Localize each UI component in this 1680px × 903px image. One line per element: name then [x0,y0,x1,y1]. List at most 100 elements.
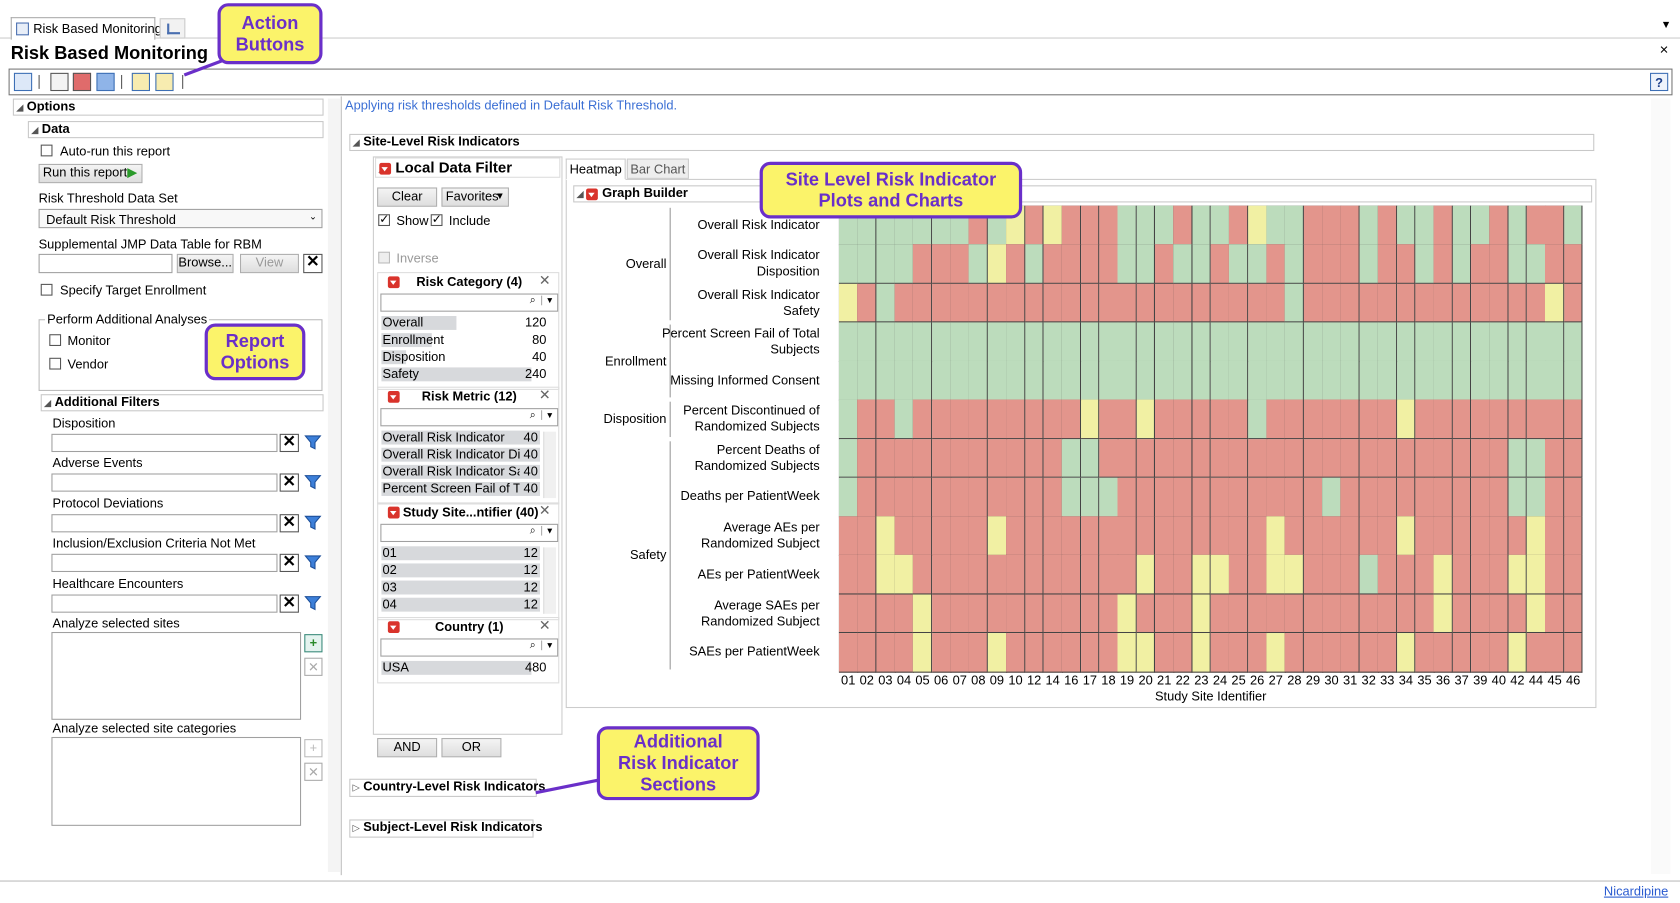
close-button[interactable]: ✕ [538,502,551,519]
toolbar-button[interactable] [72,72,92,92]
red-triangle-menu[interactable] [387,621,400,634]
toolbar-button[interactable] [131,72,151,92]
red-triangle-menu[interactable] [387,276,400,289]
filter-button[interactable] [304,474,322,491]
close-button[interactable]: ✕ [538,272,551,289]
add-button[interactable]: + [304,739,323,758]
search-box[interactable]: ⌕ ▼ [380,408,559,427]
checkbox[interactable] [49,357,62,370]
scrollbar[interactable] [543,547,557,614]
close-button[interactable]: ✕ [538,386,551,403]
favorites-button[interactable]: Favorites ▼ [441,187,509,207]
toolbar-button[interactable] [96,72,115,92]
filter-input[interactable] [51,553,278,573]
item-label[interactable]: Safety [382,366,419,382]
view-button[interactable]: View [240,253,299,274]
section-header[interactable]: ◢ Site-Level Risk Indicators [349,133,1595,152]
or-button[interactable]: OR [441,738,502,758]
data-table-link[interactable]: Nicardipine [1603,883,1669,899]
item-label[interactable]: USA [382,659,409,675]
close-button[interactable]: × [1659,40,1669,58]
item-label[interactable]: 01 [382,545,397,561]
threshold-dropdown[interactable]: Default Risk Threshold ⌄ [38,208,323,229]
item-label[interactable]: Enrollment [382,332,444,348]
filter-button[interactable] [304,554,322,571]
item-label[interactable]: 04 [382,596,397,612]
item-label[interactable]: Overall Risk Indicator Saf... [382,463,520,479]
checkbox[interactable] [40,283,53,296]
x-tick-label: 08 [971,672,986,688]
red-triangle-menu[interactable] [586,188,598,201]
run-button[interactable]: Run this report ▶ [38,163,143,184]
item-label[interactable]: Overall [382,314,424,330]
toolbar-button[interactable] [50,72,69,92]
count-bar [381,597,541,612]
filter-button[interactable] [304,514,322,531]
bar-chart-tab[interactable]: Bar Chart [626,158,689,179]
filter-input[interactable] [51,513,278,533]
search-box[interactable]: ⌕ ▼ [380,293,559,312]
toolbar-button[interactable] [155,72,174,92]
item-label[interactable]: Percent Screen Fail of To... [382,480,520,496]
clear-button[interactable]: ✕ [303,253,323,274]
dropdown-arrow: ▼ [541,640,554,651]
item-label[interactable]: 02 [382,562,397,578]
add-button[interactable]: + [304,634,323,653]
item-label[interactable]: Overall Risk Indicator [382,429,505,445]
heatmap-cell [1247,632,1267,673]
filter-button[interactable] [304,594,322,611]
clear-button[interactable]: ✕ [279,434,299,453]
heatmap-tab[interactable]: Heatmap [565,158,626,180]
text-input[interactable] [38,253,173,274]
section-header[interactable]: ▷ Subject-Level Risk Indicators [349,819,543,838]
red-triangle-menu[interactable] [387,390,400,403]
row-label: Percent Discontinued of Randomized Subje… [683,403,820,435]
section-header[interactable]: ▷ Country-Level Risk Indicators [349,778,545,797]
filters-header[interactable]: ◢ Additional Filters [40,394,324,412]
data-header[interactable]: ◢ Data [27,121,324,139]
checkbox[interactable] [378,251,391,264]
filter-input[interactable] [51,473,278,493]
checkbox[interactable] [40,144,53,157]
checkbox[interactable] [378,212,391,227]
checkbox[interactable] [430,212,443,227]
remove-button[interactable]: ✕ [304,657,323,676]
scrollbar[interactable] [327,98,341,872]
scrollbar[interactable] [543,431,557,499]
toolbar-button[interactable] [13,72,33,92]
filter-input[interactable] [51,594,278,613]
clear-button[interactable]: ✕ [279,473,299,493]
x-tick-label: 14 [1045,672,1060,688]
status-bar [0,880,1680,903]
local-filter-header[interactable]: ◢Local Data Filter [375,157,561,178]
help-button[interactable]: ? [1650,72,1669,92]
tab[interactable]: Risk Based Monitoring [10,17,162,40]
red-triangle-menu[interactable] [379,162,392,175]
heatmap-cell [1378,632,1398,673]
item-label[interactable]: 03 [382,579,397,595]
chart-tab[interactable] [159,18,186,39]
item-label[interactable]: Disposition [382,349,446,365]
clear-button[interactable]: Clear [377,187,438,207]
sites-list[interactable] [51,631,302,720]
options-header[interactable]: ◢ Options [12,98,324,116]
scrollbar[interactable] [1651,98,1671,875]
red-triangle-menu[interactable] [387,506,400,519]
checkbox[interactable] [49,334,62,346]
menu-arrow[interactable]: ▼ [1660,19,1672,32]
clear-button[interactable]: ✕ [279,553,299,573]
clear-button[interactable]: ✕ [279,594,299,613]
close-button[interactable]: ✕ [538,616,551,634]
clear-button[interactable]: ✕ [279,513,299,533]
filter-input[interactable] [51,433,278,453]
browse-button[interactable]: Browse... [176,253,234,274]
x-tick-label: 33 [1380,672,1395,688]
and-button[interactable]: AND [377,738,438,758]
search-box[interactable]: ⌕ ▼ [380,523,559,543]
filter-button[interactable] [304,434,322,451]
funnel-icon [304,555,322,570]
search-box[interactable]: ⌕ ▼ [380,638,559,657]
remove-button[interactable]: ✕ [304,762,323,781]
categories-list[interactable] [51,736,302,826]
item-label[interactable]: Overall Risk Indicator Dis... [382,446,520,462]
